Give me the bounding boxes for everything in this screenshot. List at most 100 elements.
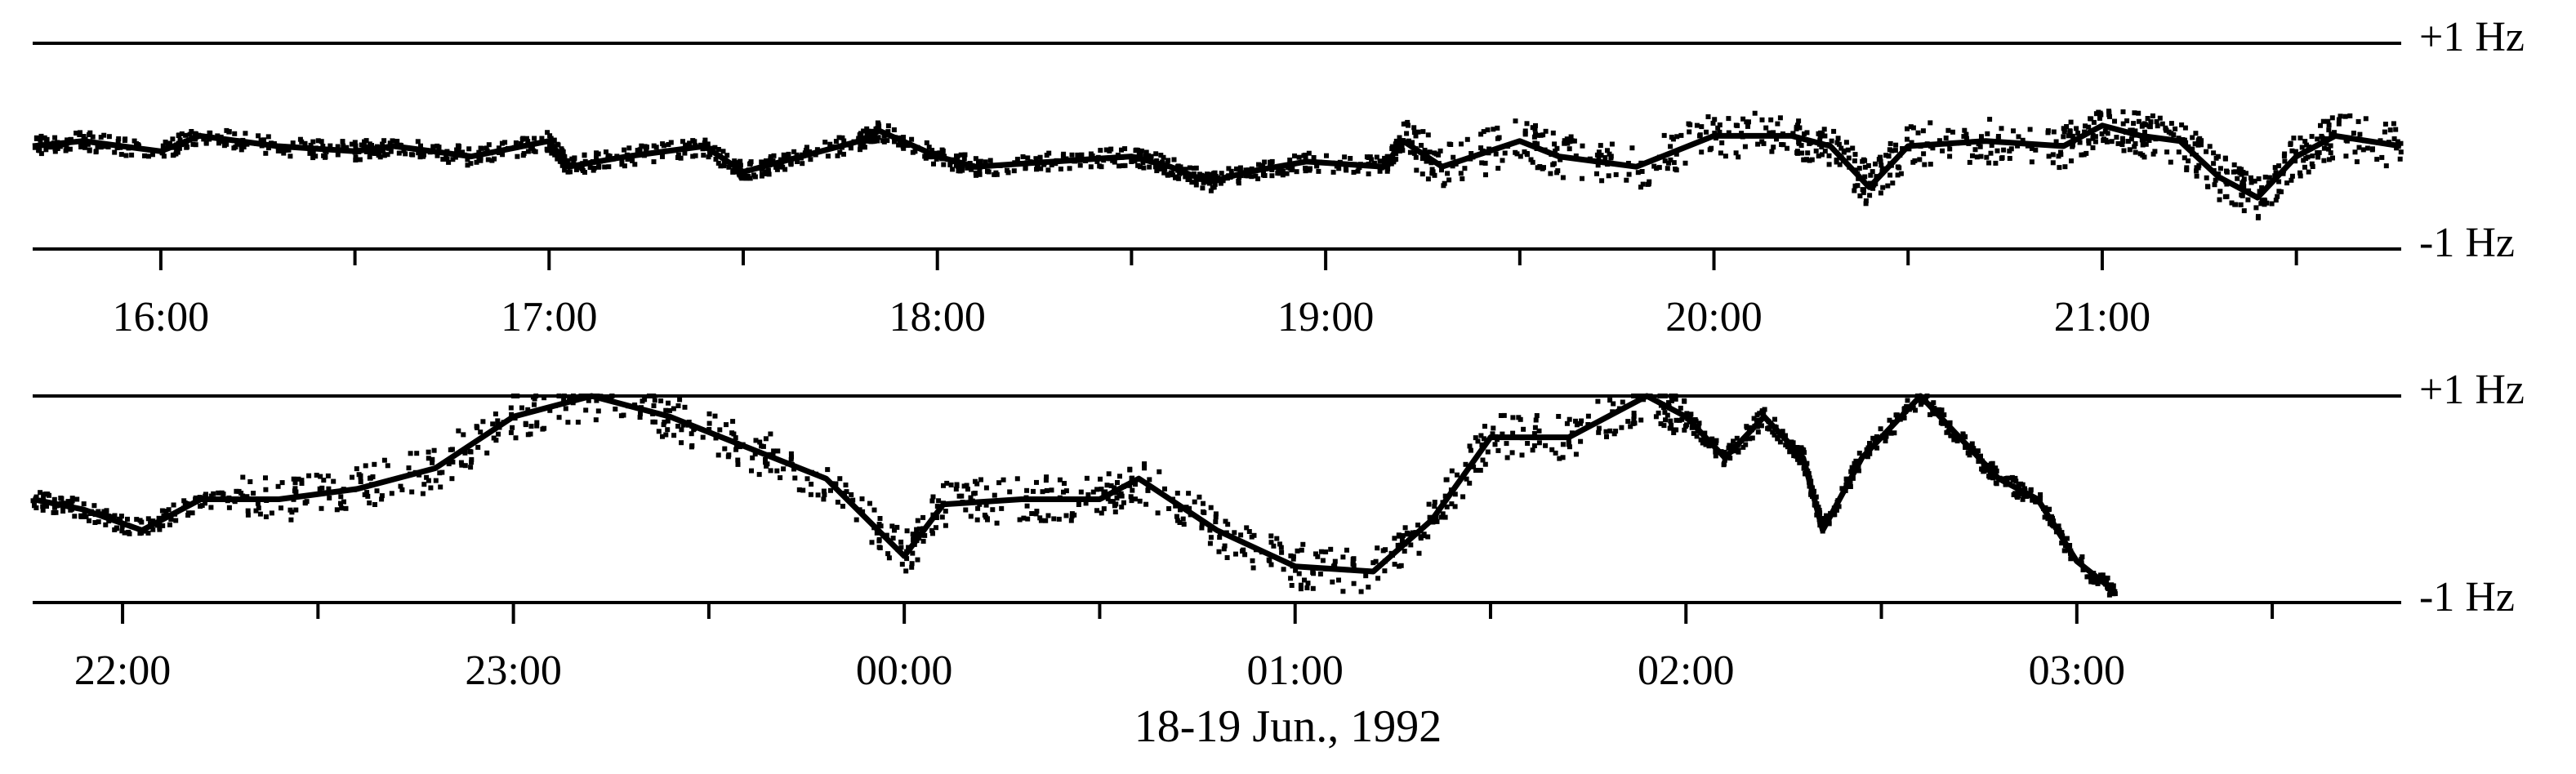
trace-dot <box>1504 455 1510 460</box>
trace-dot <box>723 156 728 162</box>
trace-dot <box>794 152 800 158</box>
trace-dot <box>1112 485 1117 491</box>
trace-dot <box>1306 150 1312 156</box>
trace-dot <box>679 427 684 433</box>
trace-dot <box>2121 148 2127 153</box>
trace-dot <box>1918 394 1923 400</box>
trace-dot <box>903 568 909 574</box>
trace-dot <box>2266 175 2272 180</box>
trace-dot <box>1531 443 1537 448</box>
tick-marks <box>158 249 2298 270</box>
trace-dot <box>183 132 189 138</box>
trace-dot <box>1234 166 1239 171</box>
trace-dot <box>281 150 287 156</box>
trace-dot <box>1024 503 1030 509</box>
trace-dot <box>2336 117 2342 122</box>
trace-dot <box>1143 501 1149 507</box>
trace-dot <box>293 507 299 513</box>
trace-dot <box>2010 478 2016 483</box>
trace-dot <box>1117 474 1122 479</box>
trace-dot <box>706 149 712 154</box>
trace-dot <box>426 478 431 483</box>
trace-dot <box>2146 138 2152 143</box>
trace-dot <box>1320 558 1326 563</box>
trace-dot <box>1674 134 1680 140</box>
trace-dot <box>2302 164 2307 170</box>
trace-dot <box>660 434 665 439</box>
trace-dot <box>1785 439 1790 445</box>
trace-dot <box>1278 545 1284 550</box>
trace-dot <box>288 517 294 523</box>
trace-dot <box>478 158 484 163</box>
trace-dot <box>1452 492 1458 497</box>
trace-dot <box>556 415 562 420</box>
trace-dot <box>1879 162 1884 168</box>
trace-dot <box>2238 202 2244 207</box>
trace-dot <box>759 443 764 449</box>
trace-dot <box>38 137 43 143</box>
trace-dot <box>181 141 187 147</box>
trace-dot <box>850 497 856 503</box>
trace-dot <box>1772 432 1777 438</box>
trace-dot <box>2119 142 2125 147</box>
trace-dot <box>707 145 713 151</box>
trace-dot <box>2056 153 2061 159</box>
trace-dot <box>160 143 166 149</box>
trace-dot <box>1475 438 1481 444</box>
trace-dot <box>1451 154 1456 160</box>
trace-dot <box>2045 516 2051 522</box>
trace-dot <box>1804 130 1810 136</box>
trace-dot <box>1296 571 1302 576</box>
trace-dot <box>1745 425 1750 430</box>
trace-dot <box>2231 169 2236 175</box>
trace-dot <box>1668 144 1674 149</box>
trace-dot <box>1044 153 1050 158</box>
trace-dot <box>1137 498 1143 504</box>
trace-dot <box>1107 156 1112 162</box>
trace-dot <box>244 141 250 147</box>
trace-dot <box>1037 515 1043 521</box>
trace-dot <box>1573 153 1579 158</box>
trace-dot <box>1939 419 1945 425</box>
trace-dot <box>778 157 783 162</box>
trace-dot <box>1534 413 1540 418</box>
trace-dot <box>1303 153 1308 158</box>
trace-dot <box>837 149 843 155</box>
trace-dot <box>1639 169 1645 174</box>
trace-dot <box>2081 152 2087 158</box>
trace-dot <box>2289 173 2295 179</box>
trace-dot <box>1843 482 1849 487</box>
trace-dot <box>1228 175 1233 180</box>
trace-dot <box>492 156 497 162</box>
trace-dot <box>1336 577 1341 583</box>
trace-dot <box>1883 153 1889 158</box>
trace-dot <box>1647 394 1653 398</box>
trace-dot <box>1054 158 1059 163</box>
trace-dot <box>1867 193 1873 198</box>
trace-dot <box>1755 141 1761 147</box>
trace-dot <box>1697 132 1703 138</box>
trace-dot <box>1437 148 1443 153</box>
trace-dot <box>962 152 968 158</box>
trace-dot <box>2120 139 2126 144</box>
trace-dot <box>1021 515 1027 521</box>
trace-dot <box>2061 129 2067 135</box>
trace-dot <box>449 476 455 482</box>
trace-dot <box>541 395 547 401</box>
trace-dot <box>275 148 281 153</box>
trace-dot <box>1850 145 1856 151</box>
trace-dot <box>1400 148 1406 153</box>
trace-dot <box>1001 477 1006 483</box>
trace-dot <box>1553 153 1559 158</box>
trace-dot <box>2145 116 2150 121</box>
trace-dot <box>1120 163 1125 168</box>
trace-dot <box>2132 132 2137 138</box>
trace-dot <box>1619 425 1624 430</box>
trace-dot <box>1856 468 1861 474</box>
trace-dot <box>841 138 847 144</box>
trace-dot <box>172 145 177 150</box>
trace-dot <box>2281 153 2287 159</box>
trace-dot <box>1152 164 1158 170</box>
trace-dot <box>255 500 261 506</box>
trace-dot <box>171 502 176 508</box>
